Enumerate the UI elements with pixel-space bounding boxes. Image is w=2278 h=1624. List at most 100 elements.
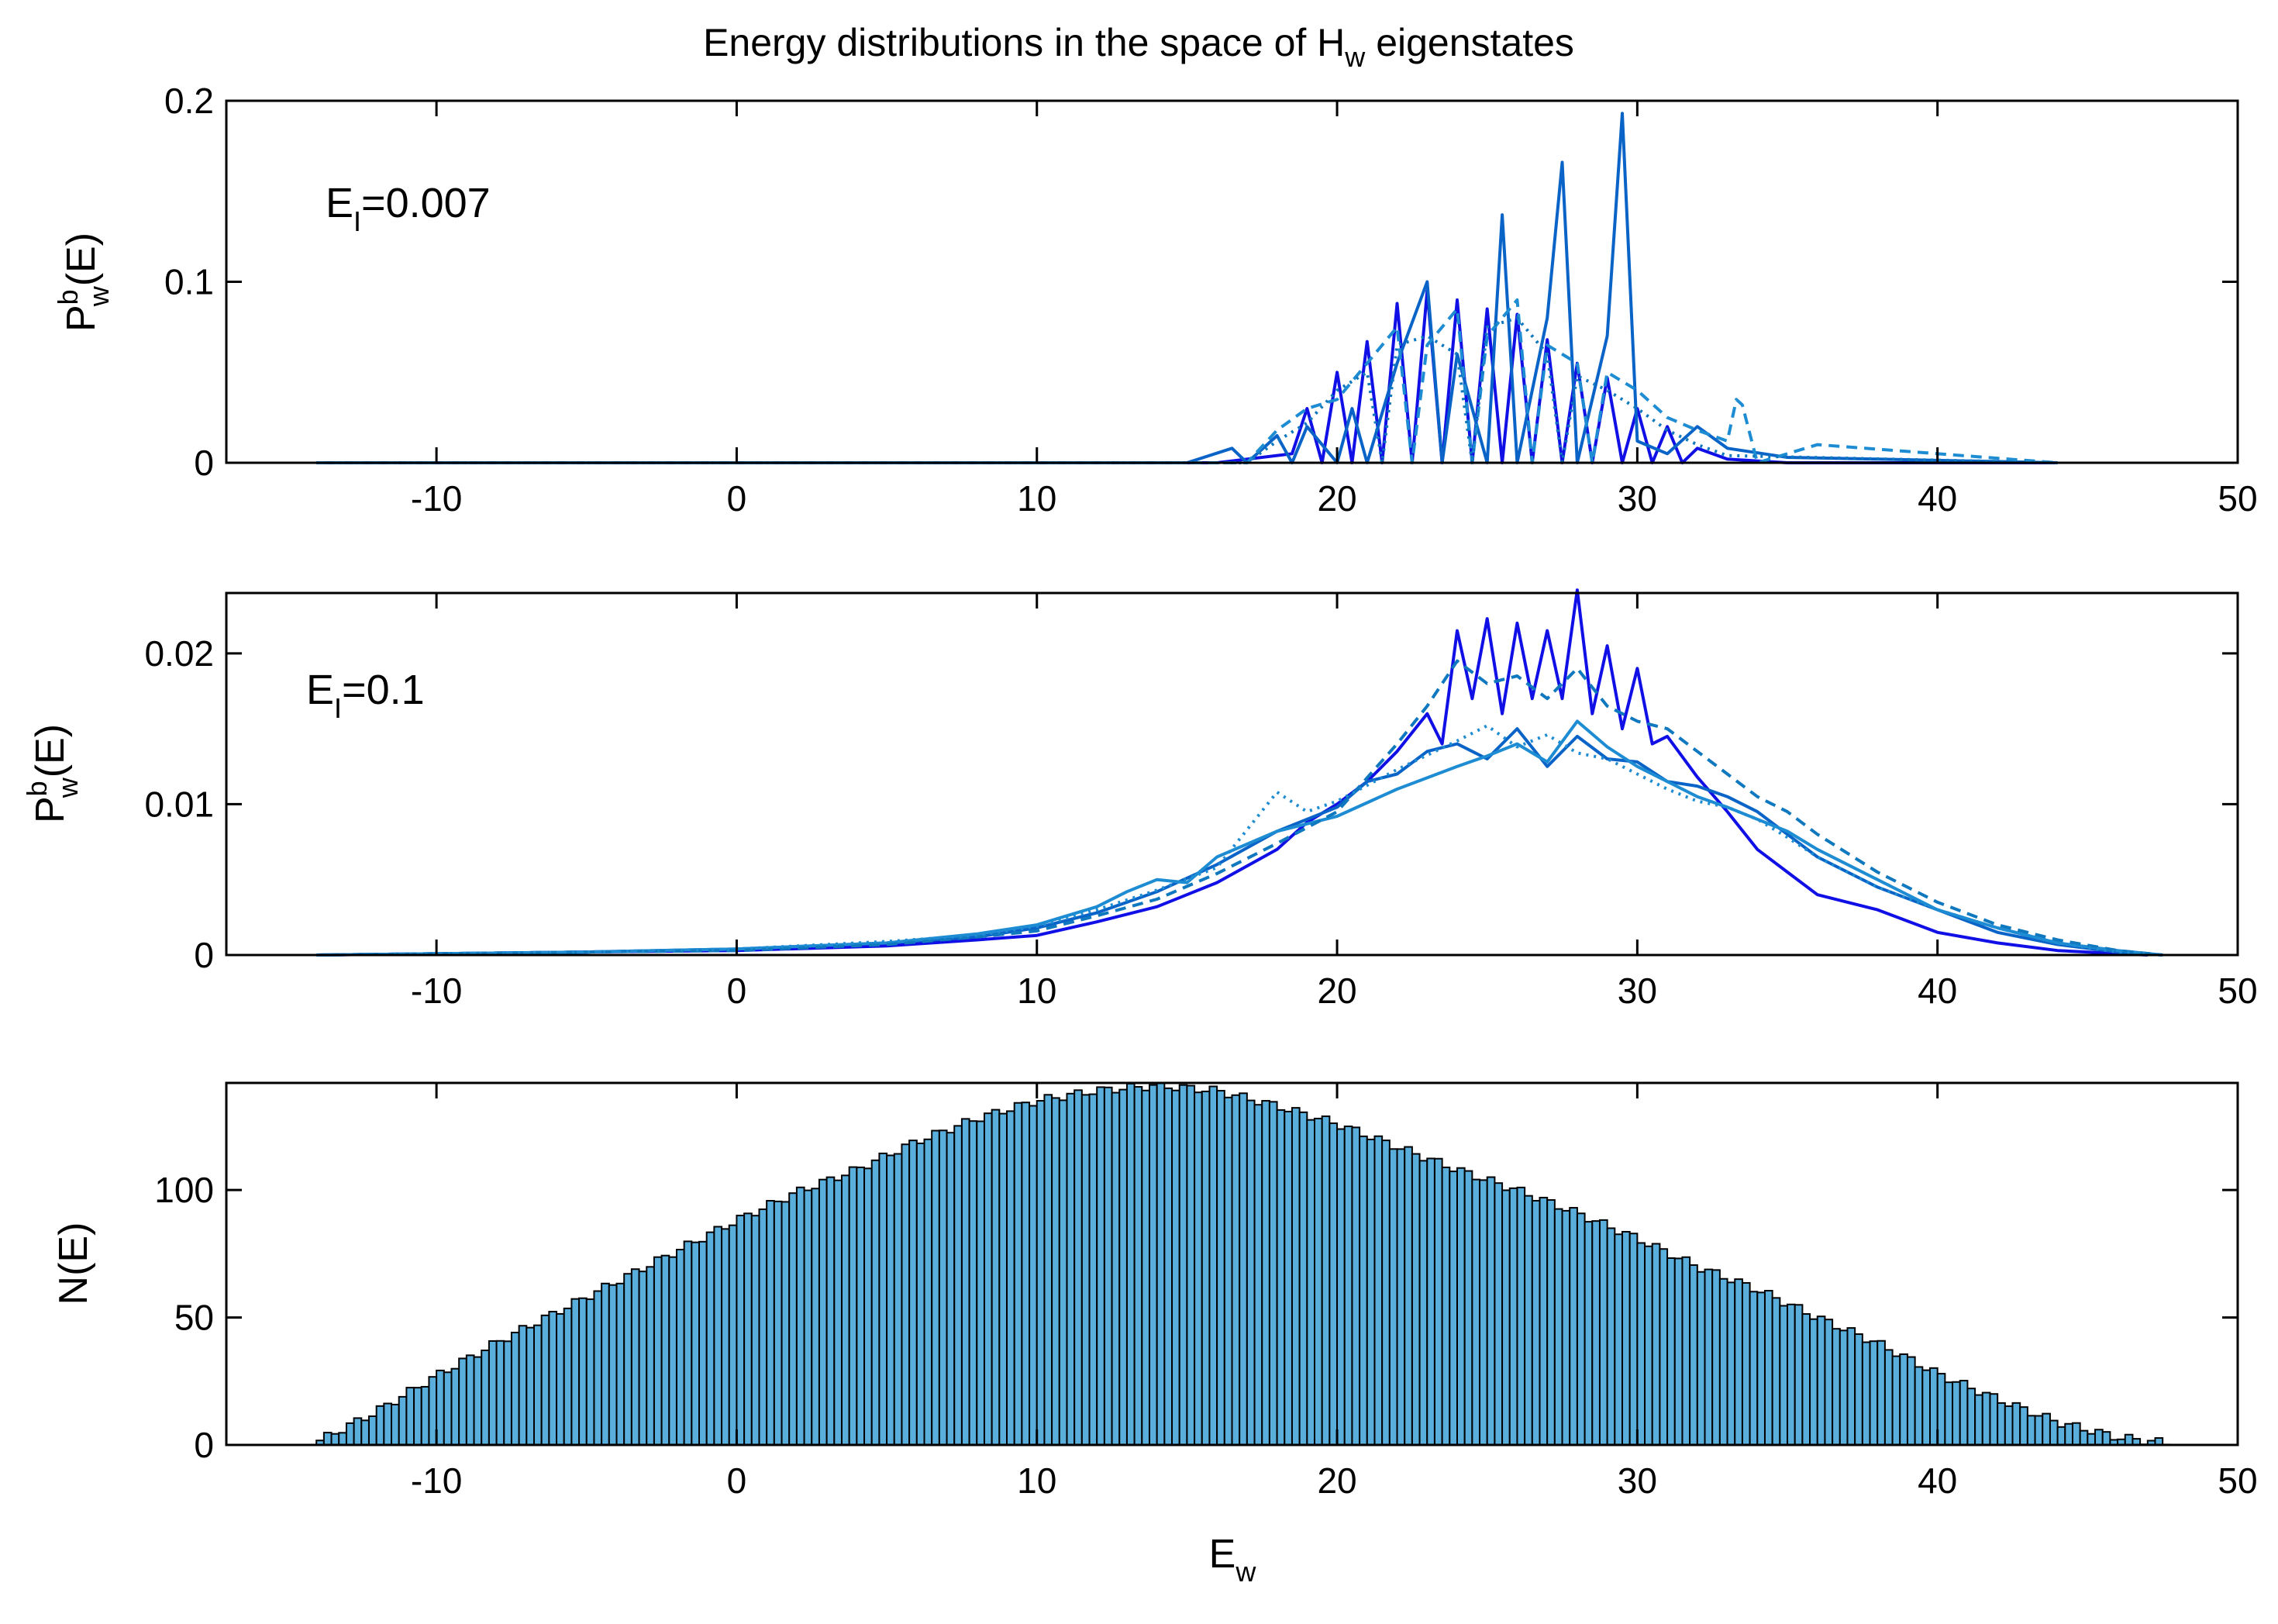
histogram-bar <box>1824 1319 1834 1446</box>
histogram-bar <box>458 1357 467 1446</box>
histogram-bar <box>1974 1394 1983 1446</box>
plot-marks <box>315 1082 2171 1446</box>
histogram-bar <box>750 1215 760 1446</box>
y-tick-label: 0.1 <box>164 262 214 302</box>
histogram-bar <box>510 1331 520 1446</box>
histogram-bar <box>1779 1305 1789 1446</box>
histogram-bar <box>1216 1090 1225 1446</box>
y-tick-label: 0 <box>194 443 214 483</box>
histogram-bar <box>931 1129 940 1446</box>
histogram-bar <box>1036 1100 1046 1446</box>
histogram-bar <box>1449 1171 1458 1446</box>
x-axis: -10 0 10 20 30 40 50 <box>411 101 2258 519</box>
histogram-bar <box>1314 1117 1323 1446</box>
histogram-bar <box>2064 1422 2073 1446</box>
histogram-bar <box>788 1192 798 1446</box>
histogram-bar <box>1441 1166 1451 1446</box>
histogram-bar <box>578 1297 588 1446</box>
histogram-bar <box>1546 1198 1556 1446</box>
histogram-bar <box>1118 1088 1128 1446</box>
histogram-bar <box>1877 1340 1886 1446</box>
histogram-bar <box>608 1284 618 1446</box>
histogram-bar <box>391 1403 400 1446</box>
histogram-bar <box>1524 1195 1533 1446</box>
histogram-bar <box>1801 1313 1811 1446</box>
histogram-bar <box>683 1240 693 1446</box>
y-axis: 0 0.01 0.02 <box>144 633 2238 975</box>
histogram-bar <box>1321 1115 1331 1446</box>
histogram-bar <box>1404 1146 1413 1446</box>
y-tick-label: 0.02 <box>144 633 214 674</box>
histogram-bar <box>1471 1178 1481 1446</box>
histogram-bar <box>803 1189 813 1446</box>
series-line-s2 <box>316 727 2163 957</box>
histogram-bar <box>1088 1093 1098 1446</box>
histogram-bar <box>593 1290 603 1446</box>
histogram-bar <box>1006 1110 1015 1446</box>
histogram-bar <box>1171 1089 1180 1446</box>
histogram-bar <box>908 1140 918 1446</box>
histogram-bar <box>1343 1126 1353 1446</box>
histogram-bar <box>615 1282 626 1446</box>
chart-title: Energy distributions in the space of Hw … <box>703 21 1574 73</box>
histogram-bar <box>1763 1290 1773 1446</box>
histogram-bar <box>886 1154 895 1446</box>
histogram-bar <box>878 1152 888 1446</box>
histogram-bar <box>473 1356 483 1446</box>
histogram-bar <box>811 1188 820 1446</box>
histogram-bar <box>743 1212 753 1446</box>
histogram-bar <box>1952 1381 1961 1446</box>
histogram-bar <box>1246 1099 1256 1446</box>
histogram-bar <box>1794 1304 1804 1446</box>
histogram-bar <box>758 1208 768 1446</box>
series-line-s3 <box>316 719 2163 957</box>
x-tick-label: 0 <box>727 1460 747 1501</box>
histogram-bar <box>1239 1092 1248 1446</box>
histogram-bar <box>1741 1281 1751 1446</box>
histogram-bar <box>991 1109 1001 1446</box>
y-tick-label: 0.01 <box>144 784 214 824</box>
histogram-bar <box>601 1282 610 1446</box>
histogram-bar <box>1208 1085 1218 1446</box>
histogram-bar <box>1103 1086 1113 1446</box>
histogram-bar <box>1681 1256 1691 1446</box>
histogram-bar <box>998 1112 1008 1446</box>
histogram-bar <box>848 1166 858 1446</box>
histogram-bar <box>420 1385 430 1446</box>
histogram-bar <box>1494 1182 1504 1446</box>
histogram-bar <box>503 1340 512 1446</box>
y-axis-label: Pbw(E) <box>21 724 84 823</box>
histogram-bar <box>938 1129 948 1446</box>
x-tick-label: 20 <box>1317 1460 1356 1501</box>
plot-background <box>226 101 2238 463</box>
histogram-bar <box>526 1326 535 1446</box>
histogram-bar <box>1463 1170 1473 1446</box>
histogram-bar <box>2071 1422 2081 1446</box>
histogram-bar <box>1576 1212 1586 1446</box>
axes-frame <box>225 1081 2239 1446</box>
histogram-bar <box>1787 1303 1796 1446</box>
histogram-bar <box>1141 1089 1150 1446</box>
x-tick-label: -10 <box>411 478 462 519</box>
histogram-bar <box>705 1231 715 1446</box>
histogram-bar <box>1854 1333 1863 1446</box>
histogram-bar <box>1621 1230 1631 1446</box>
histogram-bar <box>1074 1089 1083 1446</box>
histogram-bar <box>1178 1084 1188 1446</box>
histogram-bar <box>660 1254 670 1446</box>
x-tick-label: 30 <box>1618 1460 1657 1501</box>
x-tick-label: -10 <box>411 971 462 1011</box>
x-tick-label: 10 <box>1017 971 1056 1011</box>
histogram-bar <box>1261 1100 1270 1446</box>
series-line-s4 <box>316 316 2058 464</box>
histogram-bar <box>322 1432 333 1446</box>
histogram-bar <box>1336 1128 1346 1446</box>
x-tick-label: 50 <box>2218 971 2257 1011</box>
histogram-bar <box>1966 1388 1976 1446</box>
histogram-bar <box>533 1324 543 1446</box>
histogram-bar <box>1989 1393 1999 1446</box>
histogram-bar <box>1598 1219 1608 1446</box>
panel-top: -10 0 10 20 30 40 50 0 0.1 0.2 Pbw(E) EI=0.007 <box>52 81 2258 519</box>
histogram-bar <box>1809 1318 1818 1446</box>
